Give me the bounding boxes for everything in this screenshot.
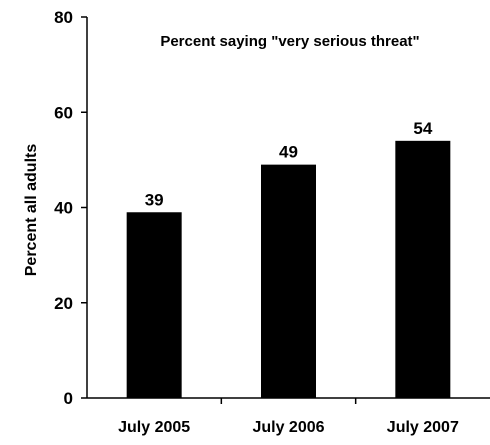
- chart-title: Percent saying "very serious threat": [160, 33, 419, 50]
- y-axis: 0 20 40 60 80: [54, 8, 88, 408]
- bar: [395, 140, 451, 398]
- y-tick-label: 80: [54, 8, 73, 27]
- bars-group: 39 49 54: [126, 119, 451, 398]
- bar-data-label: 54: [413, 119, 432, 138]
- y-tick-label: 40: [54, 199, 73, 218]
- y-tick-label: 0: [64, 389, 73, 408]
- x-tick-label: July 2005: [118, 419, 190, 436]
- y-tick-label: 60: [54, 103, 73, 122]
- x-axis: July 2005 July 2006 July 2007: [87, 397, 490, 436]
- x-tick-label: July 2006: [252, 419, 324, 436]
- x-tick-label: July 2007: [387, 419, 459, 436]
- bar-data-label: 39: [145, 190, 164, 209]
- y-axis-label: Percent all adults: [23, 144, 40, 277]
- y-tick-label: 20: [54, 294, 73, 313]
- bar: [126, 212, 182, 398]
- bar-data-label: 49: [279, 143, 298, 162]
- bar: [261, 164, 316, 398]
